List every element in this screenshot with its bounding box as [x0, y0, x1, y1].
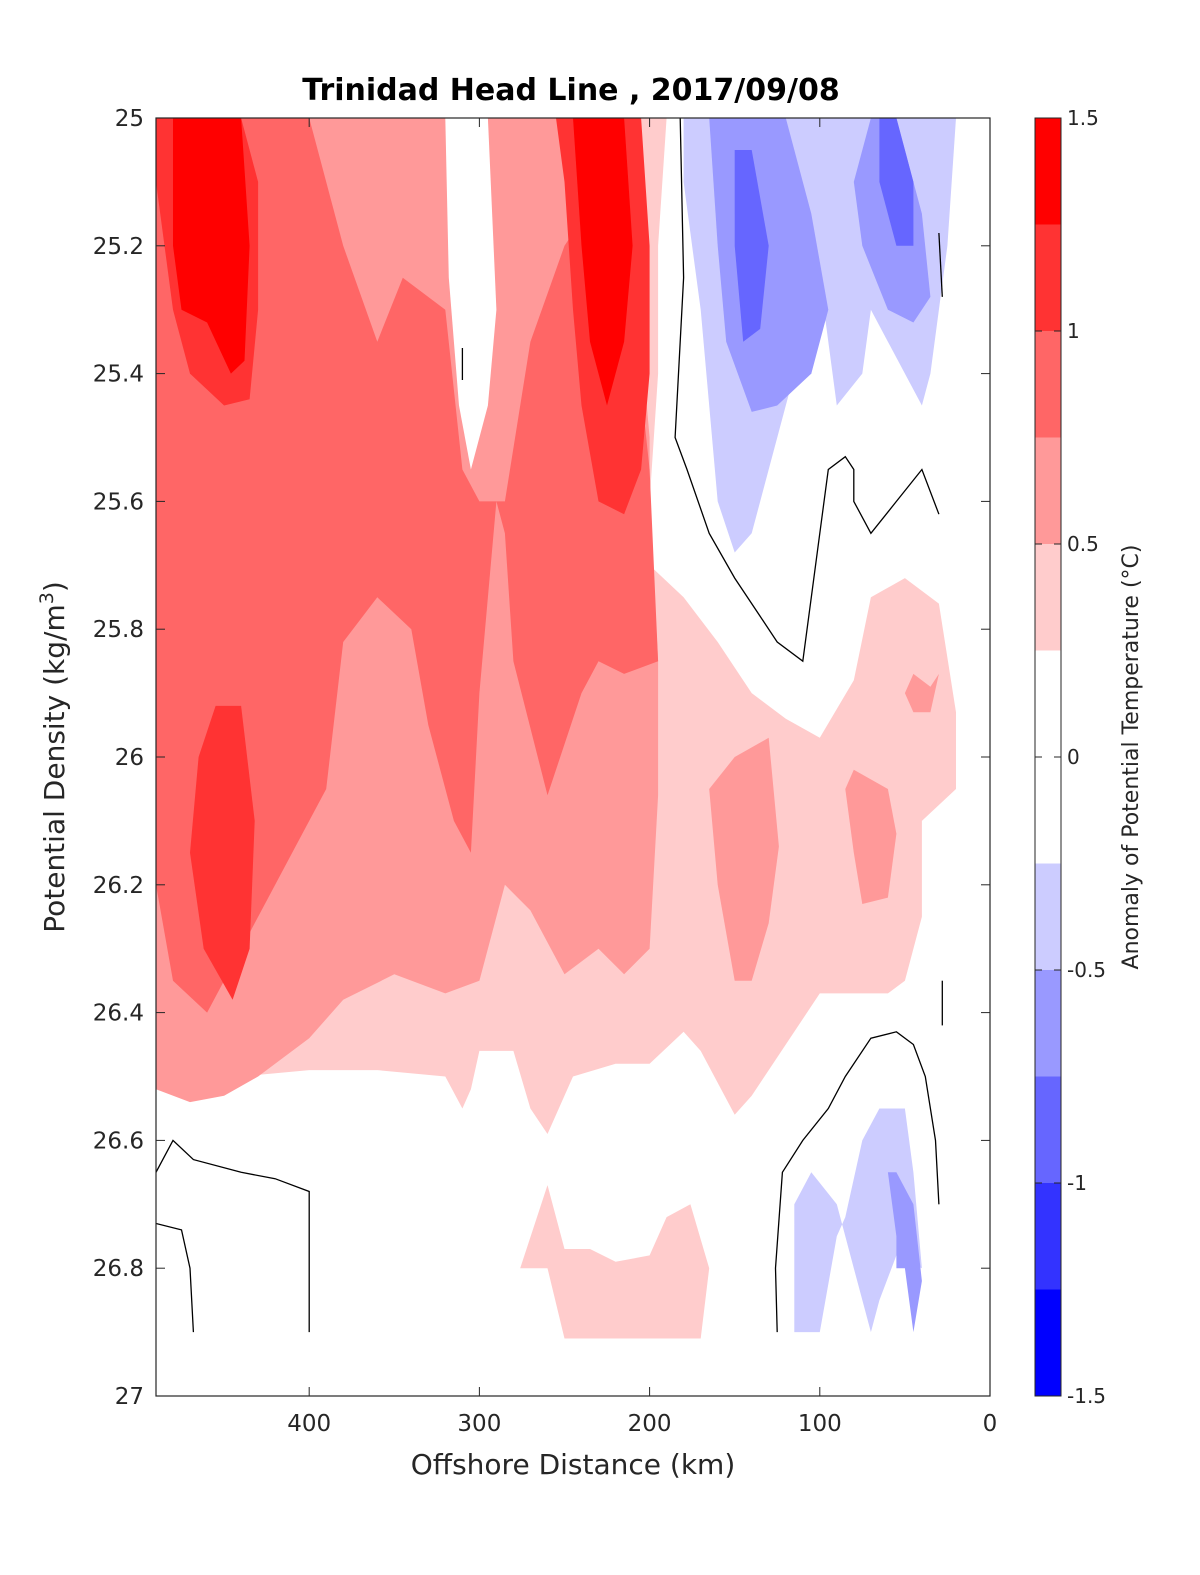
colorbar-tick-label: 1.5: [1067, 106, 1099, 130]
contour-region-11: [573, 118, 633, 406]
y-tick-label: 27: [115, 1384, 144, 1410]
contour-region-18: [794, 1108, 922, 1333]
y-tick-label: 26.4: [93, 1001, 144, 1027]
y-tick-label: 25.2: [93, 234, 144, 260]
colorbar-tick-label: 0: [1067, 745, 1080, 769]
y-tick-label: 25: [115, 106, 144, 132]
x-tick-label: 400: [287, 1411, 331, 1437]
zero-contour-line-5: [156, 1222, 195, 1333]
y-axis-label: Potential Density (kg/m3): [36, 581, 71, 933]
contour-region-4: [845, 769, 897, 904]
colorbar-segment: [1035, 224, 1061, 331]
colorbar-tick-label: -1.5: [1067, 1384, 1106, 1408]
y-axis-label-superscript: 3: [36, 592, 58, 604]
x-tick-label: 200: [628, 1411, 672, 1437]
zero-contour-layer: [156, 118, 943, 1333]
y-tick-label: 25.4: [93, 362, 144, 388]
y-tick-label: 26: [115, 745, 144, 771]
colorbar-tick-label: 0.5: [1067, 532, 1099, 556]
colorbar-label: Anomaly of Potential Temperature (°C): [1119, 545, 1144, 970]
zero-contour-line-3: [774, 1031, 940, 1333]
contour-region-1: [520, 1185, 710, 1339]
zero-contour-line-4: [156, 1139, 310, 1333]
y-tick-label: 25.6: [93, 489, 144, 515]
contour-region-17: [879, 118, 914, 246]
x-axis-label: Offshore Distance (km): [411, 1448, 736, 1481]
x-tick-label: 100: [798, 1411, 842, 1437]
colorbar-segment: [1035, 863, 1061, 970]
y-axis-ticks: 25 25.2 25.4 25.6 25.8 26 26.2 26.4 26.6 26.8 27: [93, 106, 990, 1410]
contour-region-3: [709, 737, 779, 981]
contour-region-16: [734, 150, 769, 342]
colorbar-tick-label: -1: [1067, 1171, 1087, 1195]
contour-region-19: [887, 1172, 922, 1333]
contour-region-6: [156, 118, 659, 1013]
y-axis-label-main: Potential Density (kg/m: [38, 604, 71, 933]
contour-region-12: [445, 118, 497, 470]
y-tick-label: 26.2: [93, 873, 144, 899]
colorbar: 1.5 1 0.5 0 -0.5 -1 -1.5: [1034, 106, 1106, 1408]
x-tick-label: 300: [457, 1411, 501, 1437]
contour-region-5: [904, 673, 939, 713]
colorbar-segment: [1035, 970, 1061, 1077]
contour-fill-layer: [156, 118, 956, 1339]
colorbar-segment: [1035, 544, 1061, 651]
colorbar-tick-label: -0.5: [1067, 958, 1106, 982]
colorbar-segment: [1035, 1183, 1061, 1290]
zero-contour-line-0: [674, 118, 940, 663]
zero-contour-line-1: [938, 232, 943, 297]
colorbar-segment: [1035, 118, 1061, 225]
chart-title: Trinidad Head Line , 2017/09/08: [302, 73, 839, 108]
y-axis-label-close: ): [38, 581, 71, 592]
x-tick-label: 0: [983, 1411, 998, 1437]
colorbar-segment: [1035, 1289, 1061, 1396]
contour-region-9: [190, 705, 255, 1000]
y-tick-label: 25.8: [93, 617, 144, 643]
x-axis-ticks: 400 300 200 100 0: [287, 118, 997, 1437]
colorbar-segment: [1035, 331, 1061, 438]
colorbar-segment: [1035, 437, 1061, 544]
colorbar-tick-label: 1: [1067, 319, 1080, 343]
y-tick-label: 26.6: [93, 1128, 144, 1154]
y-tick-label: 26.8: [93, 1256, 144, 1282]
contour-region-10: [173, 118, 250, 374]
colorbar-segment: [1035, 1076, 1061, 1183]
